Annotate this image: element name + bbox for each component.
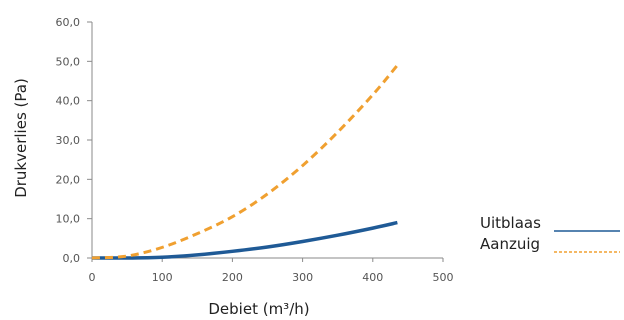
y-tick-label: 10,0	[56, 213, 81, 226]
legend-label-aanzuig: Aanzuig	[480, 235, 540, 253]
legend-label-uitblaas: Uitblaas	[480, 214, 541, 232]
y-tick-label: 30,0	[56, 134, 81, 147]
x-tick-label: 300	[292, 271, 313, 284]
y-tick-label: 0,0	[63, 252, 81, 265]
series-line-aanzuig	[91, 64, 399, 260]
x-axis-ticks: 0 100 200 300 400 500	[89, 258, 454, 284]
x-axis-title: Debiet (m³/h)	[208, 300, 309, 318]
x-tick-label: 100	[152, 271, 173, 284]
y-axis-title: Drukverlies (Pa)	[12, 78, 30, 198]
y-axis-ticks: 0,0 10,0 20,0 30,0 40,0 50,0 60,0	[56, 16, 92, 265]
y-tick-label: 40,0	[56, 95, 81, 108]
x-tick-label: 400	[362, 271, 383, 284]
x-tick-label: 0	[89, 271, 96, 284]
y-tick-label: 20,0	[56, 173, 81, 186]
legend: Uitblaas Aanzuig	[480, 214, 620, 253]
y-tick-label: 50,0	[56, 55, 81, 68]
x-tick-label: 500	[433, 271, 454, 284]
x-tick-label: 200	[222, 271, 243, 284]
series-line-uitblaas	[91, 220, 398, 260]
series-layer	[91, 64, 399, 260]
y-tick-label: 60,0	[56, 16, 81, 29]
